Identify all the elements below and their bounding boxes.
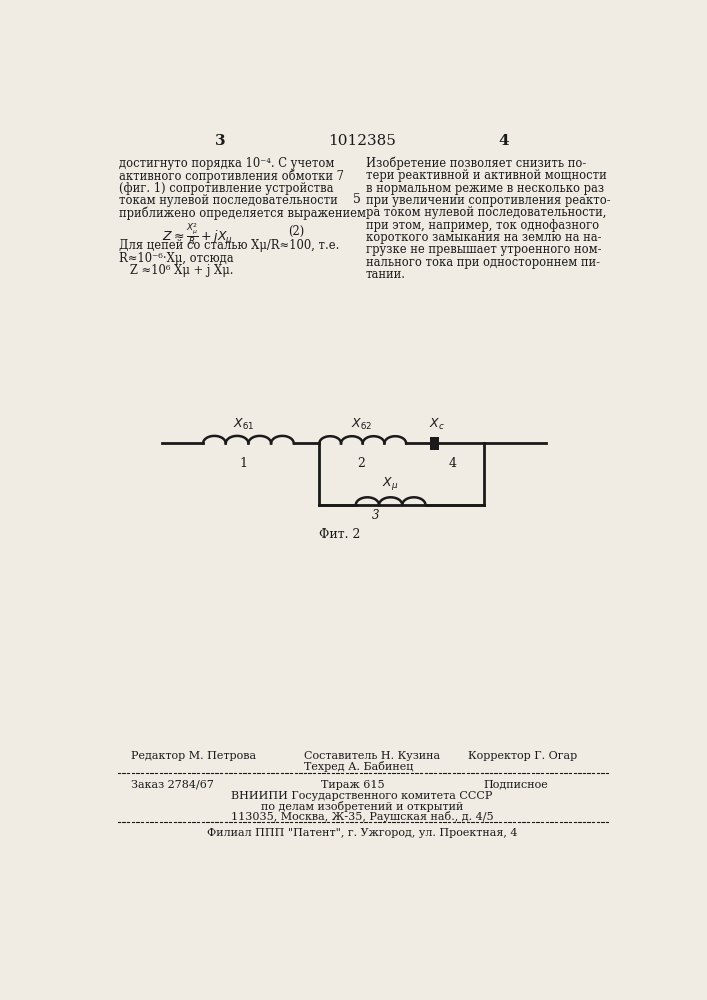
Text: тери реактивной и активной мощности: тери реактивной и активной мощности — [366, 169, 607, 182]
Text: Техред А. Бабинец: Техред А. Бабинец — [304, 761, 413, 772]
Bar — [430, 437, 438, 450]
Text: (фиг. 1) сопротивление устройства: (фиг. 1) сопротивление устройства — [119, 182, 334, 195]
Text: 4: 4 — [498, 134, 509, 148]
Text: Заказ 2784/67: Заказ 2784/67 — [131, 780, 214, 790]
Text: Подписное: Подписное — [484, 780, 549, 790]
Text: ра током нулевой последовательности,: ра током нулевой последовательности, — [366, 206, 606, 219]
Text: тании.: тании. — [366, 268, 406, 281]
Text: нального тока при одностороннем пи-: нального тока при одностороннем пи- — [366, 256, 600, 269]
Text: Для цепей со сталью Xμ/R≈100, т.е.: Для цепей со сталью Xμ/R≈100, т.е. — [119, 239, 340, 252]
Text: Корректор Г. Огар: Корректор Г. Огар — [468, 751, 578, 761]
Text: по делам изобретений и открытий: по делам изобретений и открытий — [261, 801, 463, 812]
Text: 1: 1 — [240, 457, 247, 470]
Text: 113035, Москва, Ж-35, Раушская наб., д. 4/5: 113035, Москва, Ж-35, Раушская наб., д. … — [230, 811, 493, 822]
Text: $Z \approx \frac{X^2_\mu}{R} + jX_\mu$: $Z \approx \frac{X^2_\mu}{R} + jX_\mu$ — [162, 221, 233, 247]
Text: достигнуто порядка 10⁻⁴. С учетом: достигнуто порядка 10⁻⁴. С учетом — [119, 157, 334, 170]
Text: токам нулевой последовательности: токам нулевой последовательности — [119, 194, 338, 207]
Text: приближено определяется выражением: приближено определяется выражением — [119, 206, 366, 220]
Text: Φит. 2: Φит. 2 — [320, 528, 361, 541]
Text: Составитель Н. Кузина: Составитель Н. Кузина — [304, 751, 440, 761]
Text: 5: 5 — [354, 193, 361, 206]
Text: $X_{\rm б1}$: $X_{\rm б1}$ — [233, 417, 254, 432]
Text: грузке не превышает утроенного ном-: грузке не превышает утроенного ном- — [366, 243, 602, 256]
Text: $X_\mu$: $X_\mu$ — [382, 475, 399, 492]
Text: Филиал ППП "Патент", г. Ужгород, ул. Проектная, 4: Филиал ППП "Патент", г. Ужгород, ул. Про… — [206, 828, 518, 838]
Text: при увеличении сопротивления реакто-: при увеличении сопротивления реакто- — [366, 194, 610, 207]
Text: Z ≈10⁶ Xμ + j Xμ.: Z ≈10⁶ Xμ + j Xμ. — [119, 264, 234, 277]
Text: при этом, например, ток однофазного: при этом, например, ток однофазного — [366, 219, 599, 232]
Text: (2): (2) — [288, 225, 305, 238]
Text: ВНИИПИ Государственного комитета СССР: ВНИИПИ Государственного комитета СССР — [231, 791, 493, 801]
Text: 3: 3 — [371, 509, 379, 522]
Text: Редактор М. Петрова: Редактор М. Петрова — [131, 751, 256, 761]
Text: R≈10⁻⁶·Xμ, отсюда: R≈10⁻⁶·Xμ, отсюда — [119, 252, 234, 265]
Text: активного сопротивления обмотки 7: активного сопротивления обмотки 7 — [119, 169, 344, 183]
Text: в нормальном режиме в несколько раз: в нормальном режиме в несколько раз — [366, 182, 604, 195]
Text: 2: 2 — [357, 457, 365, 470]
Text: короткого замыкания на землю на на-: короткого замыкания на землю на на- — [366, 231, 602, 244]
Text: $X_c$: $X_c$ — [429, 417, 445, 432]
Text: $X_{\rm б2}$: $X_{\rm б2}$ — [351, 417, 372, 432]
Text: 4: 4 — [449, 457, 457, 470]
Text: Изобретение позволяет снизить по-: Изобретение позволяет снизить по- — [366, 157, 586, 170]
Text: Тираж 615: Тираж 615 — [321, 780, 385, 790]
Text: 3: 3 — [215, 134, 226, 148]
Text: 1012385: 1012385 — [328, 134, 396, 148]
